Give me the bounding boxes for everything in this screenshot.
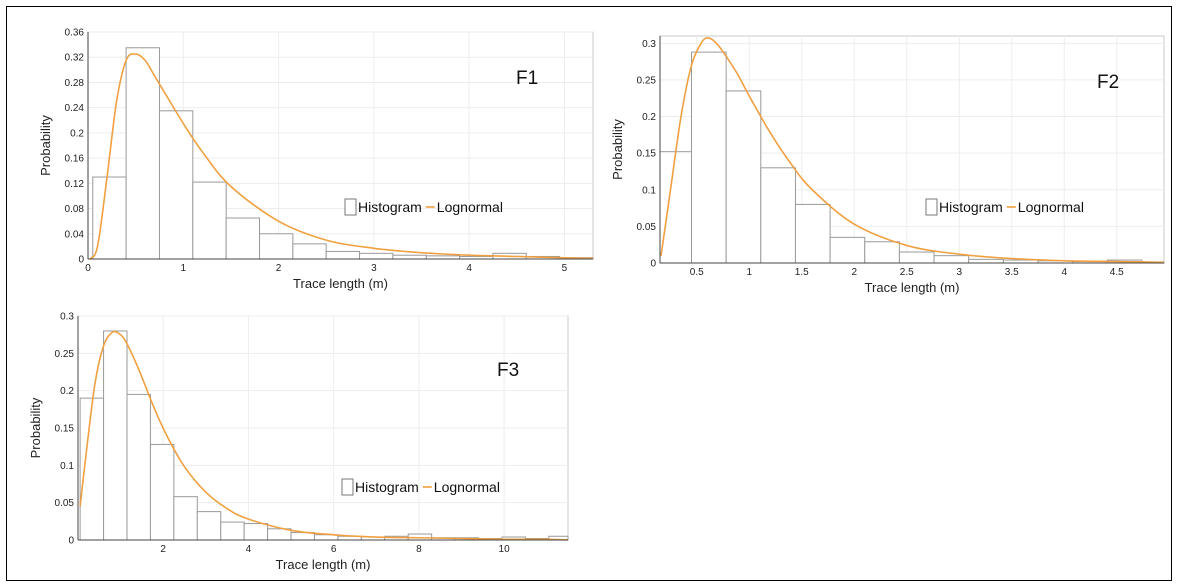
x-tick-label: 4 xyxy=(466,263,472,274)
panel-label: F3 xyxy=(497,360,519,381)
y-tick-label: 0.08 xyxy=(65,204,85,215)
legend-label-histogram: Histogram xyxy=(358,199,422,215)
chart-svg: 2 4 6 8 10 0 0.05 0.1 0.15 0.2 0.25 0.3 Trace length… xyxy=(28,312,569,572)
histogram-bar xyxy=(392,254,427,260)
histogram-bar xyxy=(864,241,900,264)
legend-label-lognormal: Lognormal xyxy=(1018,199,1084,215)
panel-label: F2 xyxy=(1097,72,1119,93)
lognormal-curve xyxy=(660,37,1165,264)
x-tick-label: 3.5 xyxy=(1005,267,1019,278)
histogram-bar xyxy=(725,90,762,264)
histogram-bar xyxy=(125,47,160,260)
y-tick-label: 0.1 xyxy=(642,185,656,196)
x-axis-title: Trace length (m) xyxy=(293,276,388,291)
chart-panel-f3: 2 4 6 8 10 0 0.05 0.1 0.15 0.2 0.25 0.3 Trace length… xyxy=(0,300,600,587)
legend-swatch-histogram xyxy=(344,198,357,216)
x-tick-label: 2 xyxy=(276,263,282,274)
x-tick-label: 10 xyxy=(499,544,511,555)
histogram-bar xyxy=(126,393,151,541)
x-tick-label: 0 xyxy=(85,263,91,274)
y-tick-label: 0.15 xyxy=(637,149,657,160)
x-tick-label: 4 xyxy=(1061,267,1067,278)
y-tick-label: 0.28 xyxy=(65,78,85,89)
histogram-bar xyxy=(968,258,1004,264)
x-tick-label: 8 xyxy=(416,544,422,555)
histogram-bar xyxy=(659,151,692,264)
x-axis-title: Trace length (m) xyxy=(276,557,371,572)
y-tick-label: 0.2 xyxy=(70,128,84,139)
x-tick-label: 6 xyxy=(331,544,337,555)
figure-frame xyxy=(6,6,1172,581)
panel-label: F1 xyxy=(516,68,538,89)
y-axis-title: Probability xyxy=(28,397,43,458)
x-tick-label: 2.5 xyxy=(900,267,914,278)
x-tick-label: 4.5 xyxy=(1110,267,1124,278)
y-tick-label: 0.24 xyxy=(65,103,85,114)
legend-swatch-histogram xyxy=(925,198,938,216)
legend-label-histogram: Histogram xyxy=(355,479,419,495)
x-tick-label: 3 xyxy=(956,267,962,278)
x-tick-label: 5 xyxy=(562,263,568,274)
chart-panel-f2: 0.5 1 1.5 2 2.5 3 3.5 4 4.5 0 0.05 0.1 0.15 0.2 0.25 0.… xyxy=(600,0,1180,300)
histogram-bar xyxy=(359,252,394,260)
histogram-bar xyxy=(691,51,727,264)
histogram-bar xyxy=(220,521,245,541)
y-tick-label: 0.32 xyxy=(65,53,85,64)
y-tick-label: 0.05 xyxy=(55,498,75,509)
x-tick-label: 4 xyxy=(246,544,252,555)
histogram-bar xyxy=(933,255,970,264)
y-tick-label: 0.25 xyxy=(637,75,657,86)
histogram-bar xyxy=(173,496,198,541)
y-tick-label: 0.1 xyxy=(60,461,74,472)
histogram-bar xyxy=(898,251,935,264)
histogram-bar xyxy=(196,511,222,541)
legend-label-lognormal: Lognormal xyxy=(434,479,500,495)
histogram-bar xyxy=(259,233,294,260)
chart-panel-f1: 0 1 2 3 4 5 0 0.04 0.08 0.12 0.16 0.2 0.24 0.28 0.32 0.… xyxy=(0,0,600,300)
x-tick-label: 1 xyxy=(181,263,187,274)
y-tick-label: 0 xyxy=(650,259,656,270)
histogram-bar xyxy=(267,528,292,541)
y-tick-label: 0.36 xyxy=(65,28,85,39)
legend-label-histogram: Histogram xyxy=(939,199,1003,215)
y-tick-label: 0.2 xyxy=(642,112,656,123)
lognormal-curve xyxy=(79,330,569,541)
y-tick-label: 0.12 xyxy=(65,179,85,190)
y-tick-label: 0.05 xyxy=(637,222,657,233)
y-tick-label: 0 xyxy=(78,255,84,266)
x-tick-label: 3 xyxy=(371,263,377,274)
y-tick-label: 0.04 xyxy=(65,229,85,240)
y-axis-title: Probability xyxy=(38,115,53,176)
lognormal-curve xyxy=(89,53,594,260)
legend-label-lognormal: Lognormal xyxy=(437,199,503,215)
y-tick-label: 0.2 xyxy=(60,386,74,397)
histogram-bar xyxy=(760,167,796,264)
y-tick-label: 0.25 xyxy=(55,349,75,360)
histogram-bar xyxy=(829,236,866,264)
y-tick-label: 0.3 xyxy=(642,39,656,50)
y-axis-title: Probability xyxy=(610,119,625,180)
histogram-bar xyxy=(103,330,128,541)
x-tick-label: 2 xyxy=(851,267,857,278)
y-tick-label: 0.15 xyxy=(55,424,75,435)
x-axis-title: Trace length (m) xyxy=(865,280,960,295)
legend-swatch-histogram xyxy=(341,478,354,496)
y-tick-label: 0.16 xyxy=(65,154,85,165)
histogram-bar xyxy=(149,443,175,541)
histogram-bar xyxy=(794,203,831,264)
chart-svg: 0 1 2 3 4 5 0 0.04 0.08 0.12 0.16 0.2 0.24 0.28 0.32 0.… xyxy=(38,28,594,291)
histogram-bar xyxy=(158,110,194,260)
chart-svg: 0.5 1 1.5 2 2.5 3 3.5 4 4.5 0 0.05 0.1 0.15 0.2 0.25 0.… xyxy=(610,35,1165,295)
histogram-bar xyxy=(325,250,361,260)
x-tick-label: 1.5 xyxy=(795,267,809,278)
y-tick-label: 0.3 xyxy=(60,312,74,323)
y-tick-label: 0 xyxy=(68,536,74,547)
histogram-bar xyxy=(192,181,227,260)
x-tick-label: 2 xyxy=(160,544,166,555)
histogram-bar xyxy=(225,217,261,260)
x-tick-label: 0.5 xyxy=(690,267,704,278)
histogram-bar xyxy=(292,243,327,260)
x-tick-label: 1 xyxy=(746,267,752,278)
histogram-bar xyxy=(243,523,269,541)
